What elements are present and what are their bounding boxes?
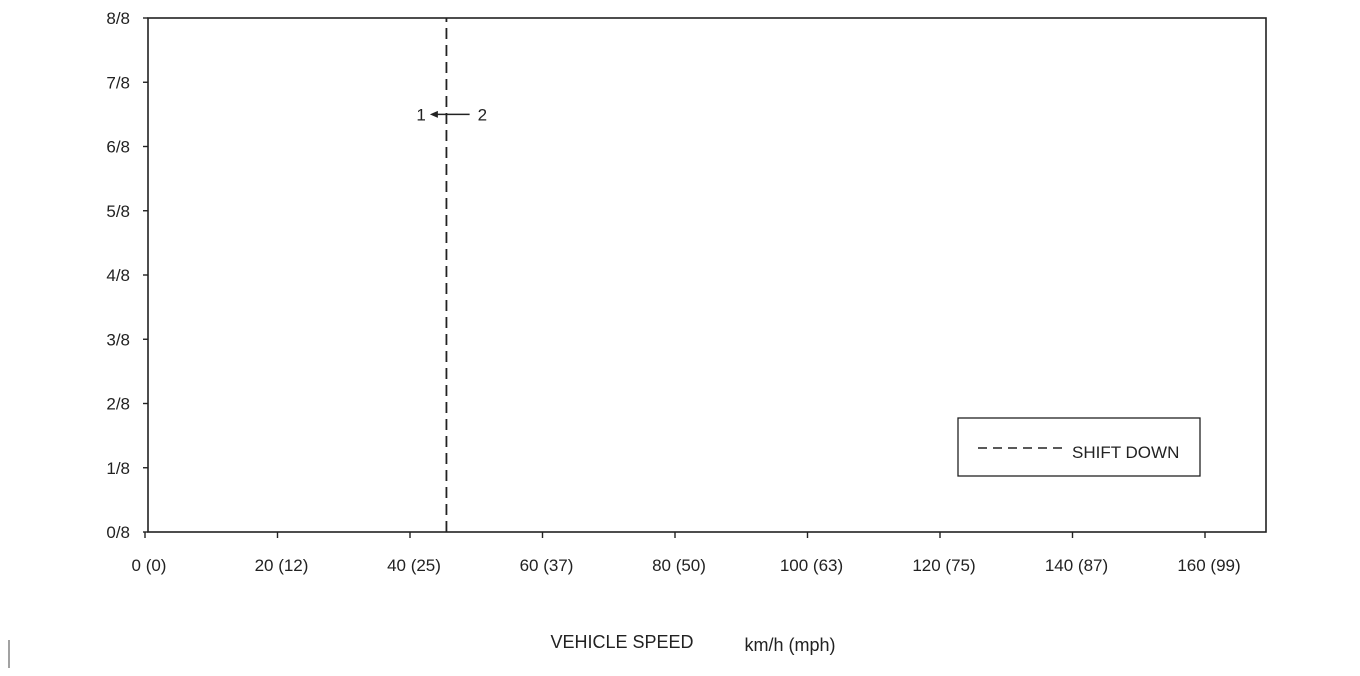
y-tick-label: 2/8 — [106, 395, 130, 414]
shift-label-from-gear: 1 — [416, 105, 425, 124]
x-tick-label: 0 (0) — [132, 556, 167, 575]
y-tick-label: 5/8 — [106, 202, 130, 221]
y-tick-label: 4/8 — [106, 266, 130, 285]
x-tick-label: 140 (87) — [1045, 556, 1108, 575]
x-tick-label: 40 (25) — [387, 556, 441, 575]
legend: SHIFT DOWN — [957, 417, 1201, 477]
legend-box — [957, 417, 1201, 477]
x-axis-title: VEHICLE SPEED — [550, 632, 693, 652]
shift-arrow-head — [429, 110, 438, 118]
shift-label-to-gear: 2 — [478, 105, 487, 124]
y-tick-label: 8/8 — [106, 9, 130, 28]
x-tick-label: 80 (50) — [652, 556, 706, 575]
y-tick-label: 7/8 — [106, 73, 130, 92]
y-tick-label: 1/8 — [106, 459, 130, 478]
y-tick-label: 0/8 — [106, 523, 130, 542]
y-axis-ticks: 0/8 1/8 2/8 3/8 4/8 5/8 6/8 7/8 8/8 — [106, 9, 148, 542]
x-tick-label: 120 (75) — [912, 556, 975, 575]
x-tick-label: 20 (12) — [255, 556, 309, 575]
legend-label-shift-down: SHIFT DOWN — [1072, 443, 1179, 462]
x-tick-label: 160 (99) — [1177, 556, 1240, 575]
y-tick-label: 6/8 — [106, 138, 130, 157]
x-tick-label: 100 (63) — [780, 556, 843, 575]
x-axis-ticks: 0 (0) 20 (12) 40 (25) 60 (37) 80 (50) 100 (63… — [132, 532, 1241, 575]
x-axis-unit: km/h (mph) — [744, 635, 835, 655]
x-tick-label: 60 (37) — [520, 556, 574, 575]
y-tick-label: 3/8 — [106, 330, 130, 349]
